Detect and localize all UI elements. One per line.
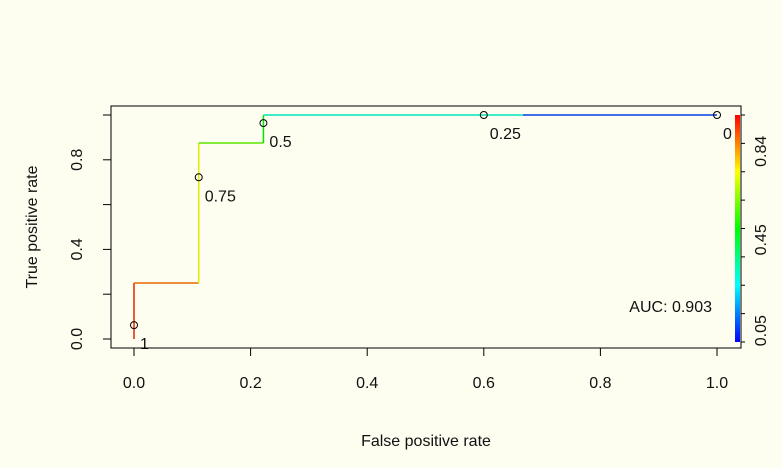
y-tick-label: 0.8 [69, 149, 86, 171]
y-tick-label: 0.0 [69, 328, 86, 350]
colorbar [735, 115, 740, 342]
colorbar-tick-label: 0.05 [753, 315, 770, 346]
y-axis-label: True positive rate [24, 165, 41, 288]
cutoff-point [194, 173, 203, 182]
cutoff-point [713, 111, 721, 119]
cutoff-label: 0.25 [490, 126, 521, 143]
x-tick-label: 0.4 [356, 375, 378, 392]
cutoff-point [259, 119, 268, 128]
x-tick-label: 0.8 [589, 375, 611, 392]
cutoff-label: 0.5 [269, 134, 291, 151]
cutoff-point [130, 321, 138, 330]
x-tick-label: 0.0 [123, 375, 145, 392]
auc-annotation: AUC: 0.903 [629, 299, 712, 316]
y-axis: 0.0 0.4 0.8 [69, 114, 112, 350]
roc-curve [133, 114, 717, 339]
colorbar-ticks: 0.05 0.45 0.84 [741, 114, 770, 346]
x-axis: 0.0 0.2 0.4 0.6 0.8 1.0 [123, 347, 728, 392]
colorbar-tick-label: 0.45 [753, 224, 770, 255]
x-tick-label: 0.2 [239, 375, 261, 392]
cutoff-point [479, 111, 488, 119]
cutoff-label: 1 [140, 336, 149, 353]
cutoff-points: 1 0.75 0.5 0.25 0 [130, 111, 732, 353]
x-tick-label: 1.0 [706, 375, 728, 392]
y-tick-label: 0.4 [69, 238, 86, 260]
x-axis-label: False positive rate [361, 433, 491, 450]
x-tick-label: 0.6 [473, 375, 495, 392]
colorbar-tick-label: 0.84 [753, 136, 770, 167]
cutoff-label: 0.75 [205, 188, 236, 205]
cutoff-label: 0 [723, 126, 732, 143]
